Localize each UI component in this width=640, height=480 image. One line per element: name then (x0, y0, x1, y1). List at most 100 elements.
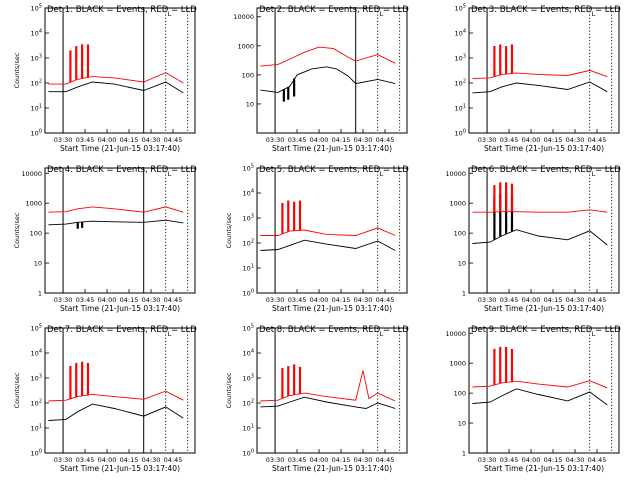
x-tick-label: 03:30 (478, 136, 497, 144)
marker-label: L (592, 330, 596, 338)
y-tick-label: 100 (454, 390, 466, 398)
y-tick-label: 101 (31, 424, 42, 433)
y-tick-label: 1000 (25, 200, 42, 208)
y-tick-label: 10 (458, 260, 466, 268)
y-tick-label: 102 (31, 399, 42, 408)
x-tick-label: 04:45 (164, 296, 183, 304)
x-tick-label: 03:30 (54, 136, 73, 144)
series-lld-line (472, 380, 608, 389)
series-events-line (472, 388, 608, 406)
series-events-line (48, 81, 184, 94)
x-tick-label: 03:30 (478, 296, 497, 304)
y-tick-label: 102 (455, 79, 466, 88)
y-tick-label: 103 (243, 374, 254, 383)
y-tick-label: 105 (31, 4, 42, 13)
x-tick-label: 04:15 (332, 136, 351, 144)
y-tick-label: 103 (455, 54, 466, 63)
x-tick-label: 03:45 (500, 136, 519, 144)
y-tick-label: 10000 (233, 13, 254, 21)
x-axis-label: Start Time (21-Jun-15 03:17:40) (484, 144, 604, 153)
x-tick-label: 04:00 (310, 456, 329, 464)
x-axis-label: Start Time (21-Jun-15 03:17:40) (484, 464, 604, 473)
y-tick-label: 1 (462, 450, 466, 458)
x-tick-label: 04:45 (376, 296, 395, 304)
x-tick-label: 04:00 (98, 296, 117, 304)
panel-title: Det 8: BLACK = Events, RED = LLD (259, 325, 409, 335)
x-tick-label: 04:15 (120, 136, 139, 144)
y-tick-label: 100 (454, 230, 466, 238)
panel-title: Det 6: BLACK = Events, RED = LLD (471, 165, 621, 175)
series-events-line (472, 229, 608, 246)
marker-label: L (380, 10, 384, 18)
y-tick-label: 105 (243, 164, 254, 173)
x-tick-label: 04:15 (544, 456, 563, 464)
y-tick-label: 102 (243, 239, 254, 248)
x-tick-label: 03:45 (288, 296, 307, 304)
panel-title: Det 1: BLACK = Events, RED = LLD (47, 5, 197, 15)
x-axis-label: Start Time (21-Jun-15 03:17:40) (60, 464, 180, 473)
y-tick-label: 104 (455, 29, 466, 38)
marker-label: L (592, 170, 596, 178)
x-axis-label: Start Time (21-Jun-15 03:17:40) (272, 464, 392, 473)
y-axis-label: Counts/sec (13, 372, 21, 408)
series-lld-line (260, 46, 396, 67)
series-lld-line (472, 69, 608, 80)
marker-label: L (168, 170, 172, 178)
y-axis-label: Counts/sec (225, 372, 233, 408)
plot-frame (44, 327, 196, 454)
series-lld-line (48, 390, 184, 402)
x-tick-label: 04:00 (522, 296, 541, 304)
x-tick-label: 04:00 (310, 296, 329, 304)
y-tick-label: 100 (455, 129, 466, 138)
y-axis-label: Counts/sec (13, 212, 21, 248)
series-lld-line (472, 209, 608, 213)
series-lld-line (48, 72, 184, 85)
x-tick-label: 04:30 (354, 456, 373, 464)
y-axis-label: Counts/sec (13, 52, 21, 88)
x-axis-label: Start Time (21-Jun-15 03:17:40) (272, 144, 392, 153)
series-events-line (48, 219, 184, 226)
y-tick-label: 10 (34, 260, 42, 268)
y-tick-label: 10000 (445, 170, 466, 178)
y-tick-label: 103 (243, 214, 254, 223)
panel-title: Det 5: BLACK = Events, RED = LLD (259, 165, 409, 175)
x-tick-label: 04:30 (566, 136, 585, 144)
panel-title: Det 3: BLACK = Events, RED = LLD (471, 5, 621, 15)
y-tick-label: 102 (243, 399, 254, 408)
y-tick-label: 100 (31, 129, 42, 138)
plot-frame (256, 327, 408, 454)
marker-label: L (168, 10, 172, 18)
series-lld-line (48, 206, 184, 213)
plot-frame (44, 167, 196, 294)
series-events-line (260, 396, 396, 409)
x-tick-label: 04:30 (354, 296, 373, 304)
panel-title: Det 4: BLACK = Events, RED = LLD (47, 165, 197, 175)
x-tick-label: 04:00 (98, 136, 117, 144)
y-tick-label: 1 (462, 290, 466, 298)
marker-label: L (380, 330, 384, 338)
y-axis-label: Counts/sec (225, 212, 233, 248)
x-tick-label: 03:30 (266, 136, 285, 144)
y-tick-label: 1000 (449, 360, 466, 368)
y-tick-label: 103 (31, 54, 42, 63)
x-axis-label: Start Time (21-Jun-15 03:17:40) (272, 304, 392, 313)
y-tick-label: 100 (30, 230, 42, 238)
y-tick-label: 101 (243, 424, 254, 433)
y-tick-label: 102 (31, 79, 42, 88)
y-tick-label: 100 (31, 449, 42, 458)
y-tick-label: 1000 (237, 42, 254, 50)
x-tick-label: 04:15 (332, 456, 351, 464)
panel-title: Det 9: BLACK = Events, RED = LLD (471, 325, 621, 335)
y-tick-label: 104 (31, 349, 42, 358)
plot-frame (44, 7, 196, 134)
x-tick-label: 04:45 (588, 296, 607, 304)
x-tick-label: 04:00 (98, 456, 117, 464)
